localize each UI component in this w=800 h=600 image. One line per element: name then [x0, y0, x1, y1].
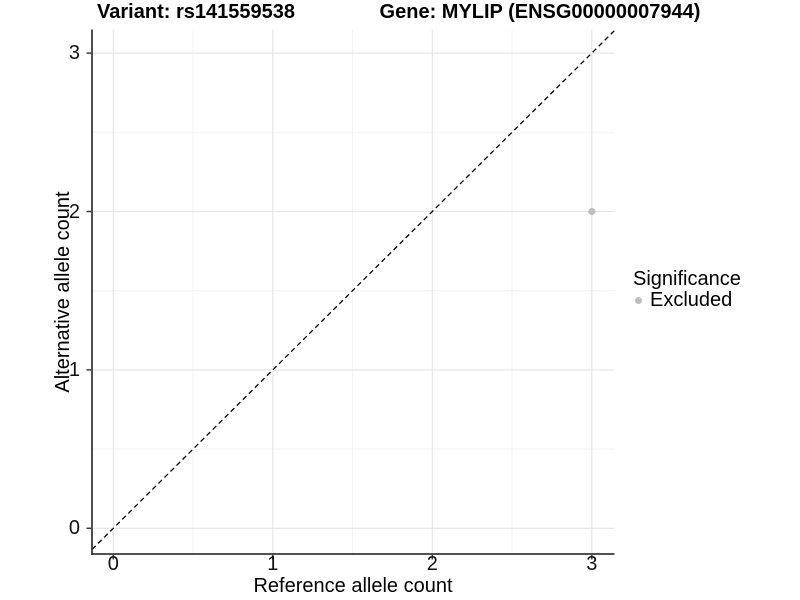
x-tick-label: 3: [586, 552, 598, 575]
variant-title: Variant: rs141559538: [97, 1, 295, 23]
legend: Significance Excluded: [633, 268, 741, 311]
y-tick-label: 1: [68, 358, 80, 381]
x-tick-label: 1: [267, 552, 279, 575]
legend-title: Significance: [633, 268, 741, 290]
x-tick-label: 2: [426, 552, 438, 575]
identity-reference-line: [91, 29, 616, 550]
data-point: [588, 207, 596, 216]
legend-item-label: Excluded: [650, 289, 733, 311]
y-tick-label: 2: [68, 200, 80, 223]
y-axis-title: Alternative allele count: [52, 191, 74, 393]
gene-title: Gene: MYLIP (ENSG00000007944): [379, 1, 701, 23]
y-tick-label: 0: [68, 517, 80, 540]
x-axis-title: Reference allele count: [253, 575, 453, 597]
excluded-point-icon: [635, 297, 642, 304]
y-tick-label: 3: [68, 42, 80, 65]
x-tick-label: 0: [107, 552, 119, 575]
legend-item-excluded: Excluded: [633, 290, 741, 311]
